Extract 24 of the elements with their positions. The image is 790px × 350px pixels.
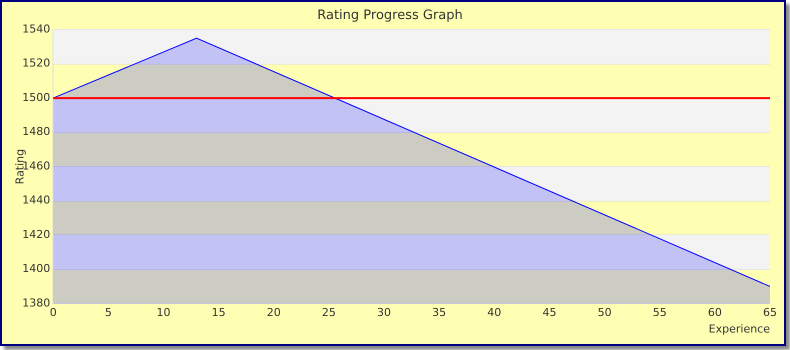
x-tick-label: 20	[266, 306, 281, 320]
y-tick-label: 1480	[22, 125, 50, 138]
y-tick-label: 1400	[22, 262, 50, 276]
x-tick-label: 50	[598, 306, 612, 320]
y-tick-label: 1500	[22, 90, 50, 104]
x-axis-title: Experience	[708, 322, 770, 336]
x-tick-label: 65	[763, 306, 777, 320]
x-tick-label: 15	[212, 306, 226, 320]
x-tick-label: 40	[487, 306, 502, 320]
y-tick-label: 1440	[22, 194, 50, 207]
x-tick-label: 30	[377, 306, 392, 320]
y-tick-label: 1380	[22, 296, 50, 310]
x-tick-label: 45	[542, 306, 556, 320]
y-tick-label: 1420	[22, 228, 50, 241]
y-tick-label: 1520	[22, 56, 50, 70]
x-tick-label: 25	[322, 306, 336, 320]
y-tick-label: 1540	[22, 22, 50, 36]
x-tick-label: 55	[652, 306, 667, 320]
x-tick-label: 35	[432, 306, 446, 320]
x-tick-label: 10	[156, 306, 170, 320]
x-tick-label: 0	[50, 306, 57, 320]
x-tick-label: 60	[708, 306, 722, 320]
x-tick-label: 5	[104, 306, 112, 320]
chart-title: Rating Progress Graph	[317, 8, 463, 24]
